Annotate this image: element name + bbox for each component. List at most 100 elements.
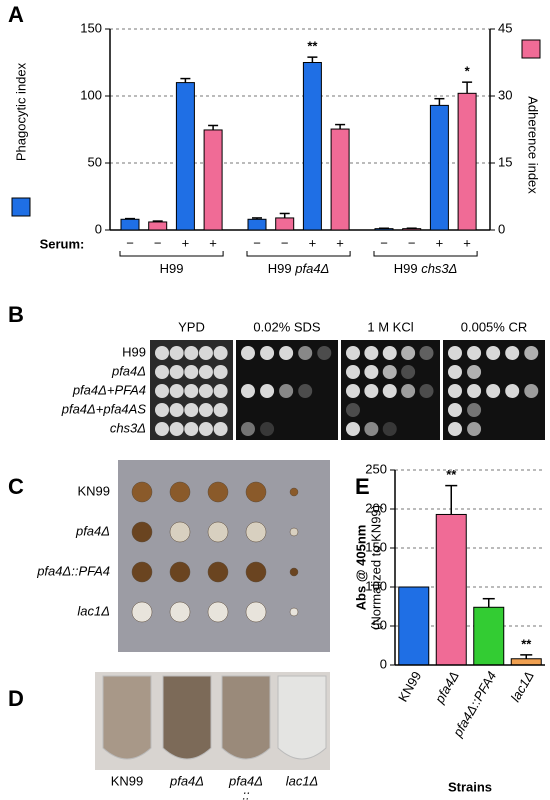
colony-spot xyxy=(260,384,275,398)
pigment-spot xyxy=(169,561,191,583)
pigment-spot xyxy=(207,561,229,583)
colony-spot xyxy=(184,403,199,417)
colony-spot xyxy=(448,365,462,379)
y-tick-label: 50 xyxy=(88,154,102,169)
panel-letter: B xyxy=(8,302,24,327)
group-bracket xyxy=(119,251,224,257)
strain-label: pfa4Δ+pfa4AS xyxy=(61,401,147,416)
colony-spot xyxy=(213,384,228,398)
strain-label: chs3Δ xyxy=(110,420,146,435)
panel-letter: D xyxy=(8,686,24,711)
colony-spot xyxy=(241,422,255,436)
colony-spot xyxy=(169,403,184,417)
legend-swatch xyxy=(11,197,31,217)
pigment-spot xyxy=(245,601,267,623)
colony-spot xyxy=(382,384,397,398)
x-tick-label: + xyxy=(182,235,190,250)
x-tick-label: − xyxy=(380,235,388,250)
bar xyxy=(302,62,322,231)
tube xyxy=(221,675,271,760)
colony-spot xyxy=(155,384,169,398)
colony-spot xyxy=(401,365,416,379)
bar xyxy=(398,586,430,666)
group-bracket xyxy=(373,251,478,257)
bar xyxy=(203,129,223,231)
x-tick-label: + xyxy=(209,235,217,250)
colony-spot xyxy=(364,346,379,360)
pigment-spot xyxy=(169,601,191,623)
photos xyxy=(95,340,545,770)
colony-spot xyxy=(401,346,416,360)
colony-spot xyxy=(198,422,213,436)
pigment-spot xyxy=(207,601,229,623)
y-tick-label: 100 xyxy=(365,578,387,593)
colony-spot xyxy=(419,346,434,360)
strain-label: KN99 xyxy=(111,773,144,788)
strain-label: pfa4Δ xyxy=(228,773,263,788)
colony-spot xyxy=(298,384,313,398)
x-tick-label: lac1Δ xyxy=(508,669,537,705)
y-tick-label: 250 xyxy=(365,461,387,476)
colony-spot xyxy=(505,384,520,398)
y2-tick-label: 15 xyxy=(498,154,512,169)
y-tick-label: 150 xyxy=(365,539,387,554)
colony-spot xyxy=(155,403,169,417)
x-tick-label: + xyxy=(463,235,471,250)
significance: ** xyxy=(446,467,457,482)
y-axis-title: Phagocytic index xyxy=(13,62,28,161)
colony-spot xyxy=(364,384,379,398)
colony-spot xyxy=(241,346,255,360)
colony-spot xyxy=(382,365,397,379)
bar xyxy=(148,221,168,231)
colony-spot xyxy=(213,346,228,360)
bar xyxy=(247,218,267,231)
colony-spot xyxy=(198,365,213,379)
pigment-spot xyxy=(131,561,153,583)
y2-axis-title: Adherence index xyxy=(526,96,541,194)
x-tick-label: − xyxy=(154,235,162,250)
colony-spot xyxy=(448,346,462,360)
condition-label: 1 M KCl xyxy=(367,319,413,334)
colony-spot xyxy=(448,403,462,417)
pigment-spot xyxy=(289,607,299,617)
x-axis-title: Strains xyxy=(448,779,492,794)
y-tick-label: 50 xyxy=(373,617,387,632)
colony-spot xyxy=(364,365,379,379)
y2-tick-label: 0 xyxy=(498,221,505,236)
group-bracket xyxy=(246,251,351,257)
panel-letter: C xyxy=(8,474,24,499)
colony-spot xyxy=(346,403,360,417)
pigment-spot xyxy=(131,601,153,623)
strain-label: pfa4Δ::PFA4 xyxy=(36,563,110,578)
strain-label: pfa4Δ xyxy=(111,363,146,378)
group-label: H99 pfa4Δ xyxy=(268,261,330,276)
x-tick-label: + xyxy=(436,235,444,250)
colony-spot xyxy=(260,346,275,360)
y2-tick-label: 45 xyxy=(498,20,512,35)
colony-spot xyxy=(382,422,397,436)
significance: ** xyxy=(307,39,318,54)
y-axis-subtitle: (Normalized to KN99) xyxy=(368,505,383,630)
x-tick-label: − xyxy=(126,235,134,250)
colony-spot xyxy=(169,384,184,398)
y-tick-label: 0 xyxy=(380,656,387,671)
colony-spot xyxy=(467,346,482,360)
strain-label: pfa4Δ+PFA4 xyxy=(72,382,146,397)
x-tick-label: KN99 xyxy=(395,669,424,705)
pigment-spot xyxy=(245,561,267,583)
colony-spot xyxy=(346,365,360,379)
colony-spot xyxy=(467,403,482,417)
colony-spot xyxy=(279,384,294,398)
pigment-spot xyxy=(245,521,267,543)
colony-spot xyxy=(524,384,539,398)
legend-swatch xyxy=(521,39,541,59)
colony-spot xyxy=(279,346,294,360)
bar xyxy=(120,218,140,231)
colony-spot xyxy=(486,384,501,398)
colony-spot xyxy=(155,365,169,379)
condition-label: YPD xyxy=(178,319,205,334)
colony-spot xyxy=(467,384,482,398)
pigment-spot xyxy=(131,481,153,503)
bar xyxy=(457,92,477,231)
